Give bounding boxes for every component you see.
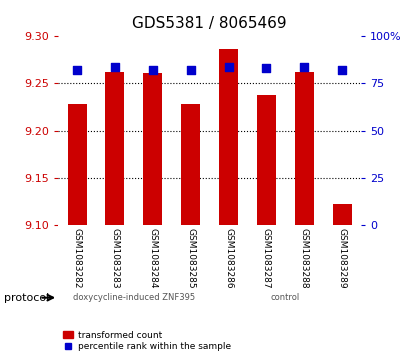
Point (112, 64, 118, 69)
Bar (333, 204, 352, 225)
Point (263, 65, 270, 71)
Bar (105, 72, 124, 225)
Text: control: control (271, 293, 300, 302)
Text: GSM1083287: GSM1083287 (262, 228, 271, 289)
Bar (143, 73, 162, 225)
Bar (257, 95, 276, 225)
Bar (219, 49, 238, 225)
Text: GSM1083286: GSM1083286 (224, 228, 233, 289)
Point (339, 68, 345, 73)
Title: GDS5381 / 8065469: GDS5381 / 8065469 (132, 16, 287, 31)
Text: doxycycline-induced ZNF395: doxycycline-induced ZNF395 (73, 293, 195, 302)
Text: protocol: protocol (4, 293, 49, 303)
Text: GSM1083285: GSM1083285 (186, 228, 195, 289)
Point (301, 64, 308, 69)
Text: GSM1083282: GSM1083282 (73, 228, 81, 289)
Point (225, 64, 232, 69)
Bar (181, 104, 200, 225)
Point (74, 68, 81, 73)
Legend: transformed count, percentile rank within the sample: transformed count, percentile rank withi… (63, 331, 231, 351)
Text: GSM1083283: GSM1083283 (110, 228, 120, 289)
Bar (68, 104, 86, 225)
Text: GSM1083288: GSM1083288 (300, 228, 309, 289)
Text: GSM1083289: GSM1083289 (338, 228, 347, 289)
Point (187, 68, 194, 73)
Text: GSM1083284: GSM1083284 (148, 228, 157, 289)
Point (149, 68, 156, 73)
Bar (295, 72, 314, 225)
